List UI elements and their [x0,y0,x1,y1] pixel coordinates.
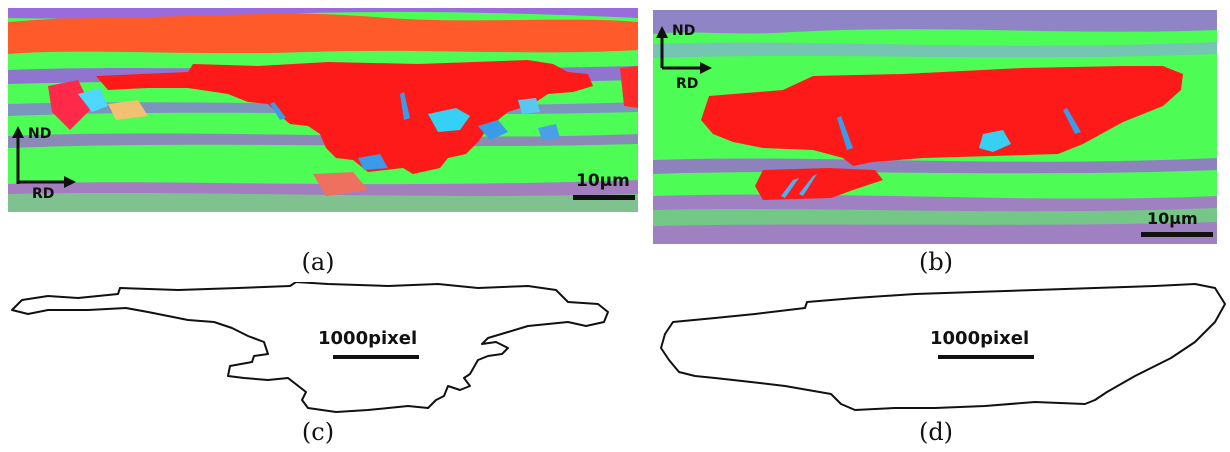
ebsd-map-b-image [653,10,1217,244]
axis-label-nd-a: ND [28,126,52,142]
scale-bar-label-a: 10μm [576,171,630,191]
caption-a: (a) [301,248,335,276]
scale-bar-b [1141,232,1213,237]
axis-label-rd-b: RD [676,76,699,92]
scale-bar-a [573,195,635,200]
caption-d: (d) [918,418,954,446]
axis-label-rd-a: RD [32,186,55,202]
grain-outline-d-image [660,283,1226,411]
axes-indicator-a [12,126,76,188]
caption-b: (b) [918,248,954,276]
scale-bar-label-b: 10μm [1147,209,1198,228]
ebsd-map-a [8,8,638,212]
scale-bar-label-c: 1000pixel [318,328,418,349]
grain-outline-d [655,282,1230,417]
grain-outline-c-image [11,282,609,413]
caption-c: (c) [301,418,335,446]
ebsd-map-a-image [8,8,638,212]
axes-indicator-b [656,26,712,74]
scale-bar-c [333,355,419,359]
ebsd-map-b [653,10,1217,244]
grain-outline-c [8,282,628,418]
scale-bar-d [938,355,1034,359]
scale-bar-label-d: 1000pixel [930,328,1030,349]
axis-label-nd-b: ND [672,23,696,39]
